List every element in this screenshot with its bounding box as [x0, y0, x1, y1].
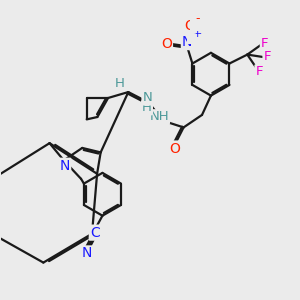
- Text: N: N: [60, 159, 70, 173]
- Text: O: O: [169, 142, 180, 155]
- Text: N: N: [142, 92, 152, 104]
- Text: NH: NH: [149, 110, 169, 123]
- Text: N: N: [182, 35, 192, 49]
- Text: H: H: [142, 101, 152, 114]
- Text: O: O: [184, 19, 195, 33]
- Text: N: N: [81, 246, 92, 260]
- Text: F: F: [261, 38, 268, 50]
- Text: -: -: [195, 12, 200, 25]
- Text: +: +: [192, 29, 202, 39]
- Text: C: C: [90, 226, 100, 240]
- Text: F: F: [263, 50, 271, 64]
- Text: F: F: [255, 65, 263, 78]
- Text: H: H: [115, 77, 125, 90]
- Text: O: O: [161, 37, 172, 51]
